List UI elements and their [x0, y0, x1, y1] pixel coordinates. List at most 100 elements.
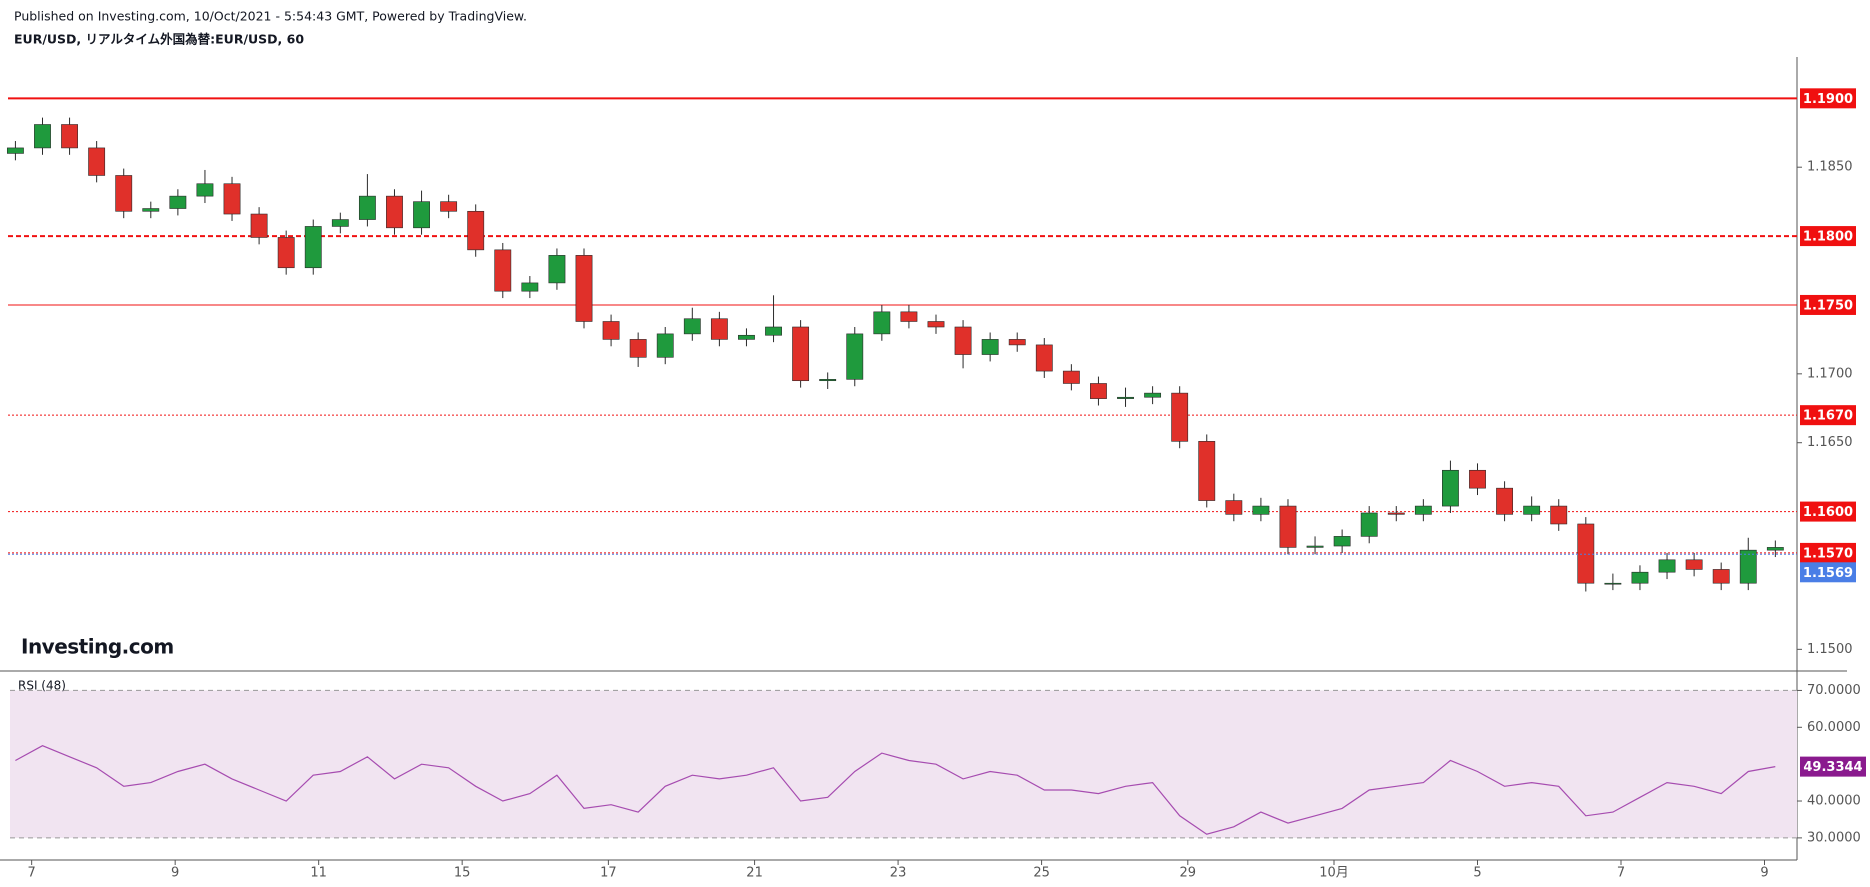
candle-body	[304, 226, 322, 269]
level-badge	[1800, 542, 1856, 563]
candle-body	[521, 282, 539, 292]
level-badge	[1800, 405, 1856, 426]
candle-body	[981, 339, 999, 355]
candle-body	[792, 326, 810, 382]
candle-body	[927, 321, 945, 328]
candle-body	[1225, 500, 1243, 515]
rsi-y-tick-label: 60.0000	[1807, 720, 1861, 735]
candle-body	[1090, 383, 1107, 399]
candle-body	[1577, 523, 1595, 584]
candle-body	[548, 255, 566, 284]
candle-body	[738, 334, 755, 340]
y-tick-label: 1.1850	[1807, 160, 1853, 175]
y-tick-label: 1.1650	[1807, 435, 1853, 450]
rsi-band	[10, 690, 1797, 838]
candle-body	[1008, 339, 1026, 346]
rsi-label: RSI (48)	[18, 679, 66, 693]
candle-body	[765, 326, 782, 336]
x-tick-label: 9	[171, 866, 179, 881]
candle-body	[1035, 344, 1053, 372]
x-tick-label: 9	[1760, 866, 1768, 881]
candle-body	[250, 213, 268, 238]
level-badge	[1800, 226, 1856, 247]
candle-body	[1144, 392, 1162, 398]
level-label: 1.1600	[1803, 505, 1853, 520]
candle-body	[1739, 549, 1757, 584]
x-tick-label: 25	[1033, 866, 1050, 881]
level-badge	[1800, 294, 1856, 315]
x-tick-label: 10月	[1319, 866, 1349, 881]
last-price-label: 1.1569	[1803, 566, 1853, 581]
candle-body	[900, 311, 918, 322]
candle-body	[602, 321, 620, 340]
candle-body	[1604, 582, 1622, 585]
candle-body	[1333, 536, 1351, 547]
rsi-line	[15, 745, 1776, 835]
published-note: Published on Investing.com, 10/Oct/2021 …	[14, 9, 527, 24]
x-tick-label: 17	[600, 866, 617, 881]
candle-body	[1631, 571, 1649, 584]
candle-body	[1550, 505, 1568, 525]
x-tick-label: 5	[1473, 866, 1481, 881]
candle-body	[1117, 396, 1134, 399]
candle-body	[61, 124, 78, 149]
candle-body	[1198, 441, 1216, 501]
candle-body	[115, 175, 133, 212]
candle-body	[358, 195, 376, 220]
x-tick-label: 21	[746, 866, 763, 881]
candle-body	[331, 219, 349, 227]
x-tick-label: 11	[310, 866, 327, 881]
level-label: 1.1750	[1803, 298, 1853, 313]
candle-body	[629, 339, 647, 358]
candle-body	[710, 318, 728, 340]
candle-body	[1442, 469, 1459, 507]
candle-body	[1360, 512, 1378, 537]
candle-body	[683, 318, 701, 335]
candle-body	[1062, 370, 1080, 384]
candle-body	[1658, 559, 1676, 573]
candle-body	[1469, 469, 1486, 489]
level-label: 1.1900	[1803, 92, 1853, 107]
level-badge	[1800, 88, 1856, 109]
candle-body	[1685, 559, 1703, 570]
candle-body	[819, 379, 837, 382]
rsi-last-label: 49.3344	[1803, 760, 1862, 775]
candle-body	[1414, 505, 1432, 515]
level-label: 1.1800	[1803, 230, 1853, 245]
candle-body	[34, 124, 51, 149]
x-tick-label: 23	[890, 866, 907, 881]
candle-body	[1252, 505, 1270, 515]
x-tick-label: 7	[28, 866, 36, 881]
symbol-title: EUR/USD, リアルタイム外国為替:EUR/USD, 60	[14, 32, 304, 47]
candle-body	[413, 201, 430, 229]
rsi-y-tick-label: 70.0000	[1807, 683, 1861, 698]
candle-body	[440, 201, 458, 212]
x-tick-label: 7	[1617, 866, 1625, 881]
candle-body	[494, 249, 512, 292]
x-tick-label: 15	[454, 866, 471, 881]
candle-body	[1279, 505, 1297, 548]
candle-body	[467, 210, 485, 251]
candle-body	[1387, 512, 1405, 515]
level-label: 1.1570	[1803, 546, 1853, 561]
candle-body	[1523, 505, 1541, 515]
rsi-badge	[1800, 756, 1866, 777]
level-badge	[1800, 501, 1856, 522]
candle-body	[656, 333, 674, 358]
candle-body	[6, 147, 24, 154]
candle-body	[954, 326, 972, 355]
last-price-badge	[1800, 562, 1856, 583]
y-tick-label: 1.1500	[1807, 642, 1853, 657]
candle-body	[1171, 392, 1189, 442]
candle-body	[196, 183, 214, 197]
candle-body	[1496, 487, 1514, 515]
candle-body	[1306, 545, 1324, 548]
candle-body	[169, 195, 187, 209]
level-label: 1.1670	[1803, 409, 1853, 424]
candle-body	[88, 147, 106, 176]
candle-body	[142, 208, 160, 212]
candle-body	[386, 195, 403, 229]
rsi-y-tick-label: 40.0000	[1807, 794, 1861, 809]
